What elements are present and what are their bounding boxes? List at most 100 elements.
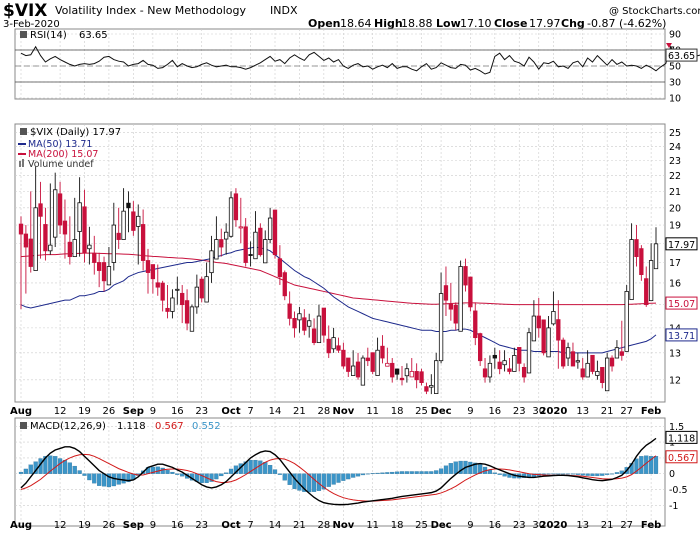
macd-hist-bar-62 — [321, 473, 326, 490]
price-ma50-badge-bg — [665, 328, 698, 342]
macd-hist-bar-81 — [414, 471, 419, 474]
candle-body-86 — [438, 293, 444, 362]
copyright: @ StockCharts.com — [609, 6, 700, 17]
macd-hist-bar-86 — [438, 468, 444, 474]
chg-label: Chg — [561, 17, 585, 30]
candle-body-98 — [497, 361, 502, 370]
candle-body-39 — [209, 250, 214, 274]
candle-body-41 — [219, 239, 224, 248]
candle-body-68 — [350, 365, 356, 376]
macd-hist-bar-51 — [268, 465, 273, 474]
xlabel-bottom-23: 13 — [576, 520, 589, 530]
macd-hist-bar-17 — [101, 473, 107, 487]
xlabel-bottom-24: 21 — [601, 520, 614, 530]
macd-hist-bar-67 — [346, 473, 351, 480]
macd-hist-bar-43 — [228, 468, 234, 474]
xlabel-top-19: 16 — [488, 406, 501, 417]
candle-body-38 — [204, 276, 209, 303]
candle-body-61 — [316, 315, 322, 344]
macd-signal-badge-bg — [665, 450, 698, 464]
candle-body-126 — [634, 239, 639, 258]
price-tick-12: 13 — [669, 348, 681, 359]
price-tick-9: 16 — [669, 278, 681, 289]
rsi-layer — [15, 45, 700, 83]
ma50-legend: MA(50) 13.71 — [28, 139, 92, 150]
macd-hist-bar-11 — [72, 465, 77, 474]
xlabel-top-5: 9 — [150, 406, 156, 417]
macd-hist-bar-12 — [77, 470, 82, 474]
candle-body-23 — [131, 211, 136, 231]
macd-hist-bar-116 — [585, 473, 590, 476]
candle-body-121 — [609, 357, 615, 367]
price-legend-swatch — [20, 128, 27, 135]
macd-hist-bar-70 — [360, 473, 366, 476]
macd-legend-signal: 0.567 — [155, 421, 184, 432]
macd-hist-bar-31 — [170, 471, 175, 474]
candle-body-29 — [160, 282, 165, 301]
macd-hist-bar-1 — [23, 468, 28, 474]
candle-body-71 — [365, 357, 370, 362]
close-value: 17.97 — [529, 17, 561, 30]
candle-body-65 — [336, 345, 341, 351]
macd-hist-bar-14 — [87, 473, 92, 481]
price-panel — [14, 123, 666, 403]
candle-body-11 — [72, 239, 77, 258]
macd-hist-bar-42 — [224, 472, 229, 474]
macd-hist-bar-5 — [43, 456, 48, 474]
price-close-badge: 17.97 — [668, 240, 695, 251]
candle-body-66 — [341, 349, 346, 367]
xlabel-bottom-20: 23 — [513, 520, 526, 530]
macd-hist-bar-10 — [67, 462, 72, 474]
axes-layer: 907050301063.652524232221201918171615141… — [10, 30, 698, 531]
xlabel-top-10: 14 — [269, 406, 282, 417]
candle-body-104 — [526, 332, 532, 374]
macd-hist-bar-119 — [600, 473, 605, 476]
rsi-tick-0: 90 — [669, 30, 681, 41]
candle-body-118 — [595, 371, 600, 376]
macd-hist-bar-80 — [409, 471, 414, 474]
macd-badge-bg — [665, 430, 698, 444]
rsi-tick-3: 30 — [669, 78, 681, 89]
macd-hist-bar-114 — [575, 473, 580, 475]
macd-hist-bar-49 — [258, 460, 263, 474]
candle-body-102 — [517, 347, 522, 364]
candle-body-77 — [394, 368, 400, 375]
candle-body-4 — [38, 203, 43, 217]
xlabel-top-13: Nov — [333, 406, 355, 417]
macd-hist-bar-120 — [605, 473, 610, 475]
volume-legend-swatch — [19, 161, 21, 167]
candle-body-124 — [624, 291, 629, 352]
macd-tick-0: 1.5 — [669, 422, 684, 433]
candle-body-103 — [521, 367, 527, 378]
macd-hist-bar-126 — [634, 458, 639, 474]
xlabel-top-11: 21 — [293, 406, 306, 417]
candle-body-55 — [287, 303, 292, 319]
macd-legend-label: MACD(12,26,9) — [30, 421, 106, 432]
macd-hist-bar-123 — [619, 470, 624, 474]
price-ma50-badge: 13.71 — [668, 331, 695, 342]
high-value: 18.88 — [401, 17, 433, 30]
macd-hist-bar-76 — [390, 471, 395, 474]
xlabel-bottom-7: 23 — [195, 520, 208, 530]
candle-body-20 — [116, 232, 121, 240]
candle-body-2 — [28, 238, 33, 267]
macd-hist-bar-117 — [590, 473, 595, 477]
macd-hist-bar-99 — [502, 473, 507, 477]
candle-body-42 — [223, 231, 229, 240]
candle-body-109 — [551, 311, 556, 325]
xlabel-top-12: 28 — [317, 406, 330, 417]
xlabel-bottom-16: 25 — [415, 520, 428, 530]
candle-body-30 — [165, 307, 170, 312]
macd-hist-bar-82 — [419, 471, 424, 474]
candle-body-16 — [96, 262, 102, 271]
candle-body-100 — [507, 368, 512, 372]
macd-hist-bar-96 — [487, 469, 493, 474]
candle-body-6 — [48, 244, 53, 252]
candle-body-93 — [473, 310, 478, 339]
candle-body-101 — [512, 355, 517, 372]
ma200-line — [20, 252, 657, 306]
xlabel-bottom-11: 21 — [293, 520, 306, 530]
macd-hist-bar-110 — [556, 473, 561, 475]
candle-body-19 — [111, 224, 116, 263]
